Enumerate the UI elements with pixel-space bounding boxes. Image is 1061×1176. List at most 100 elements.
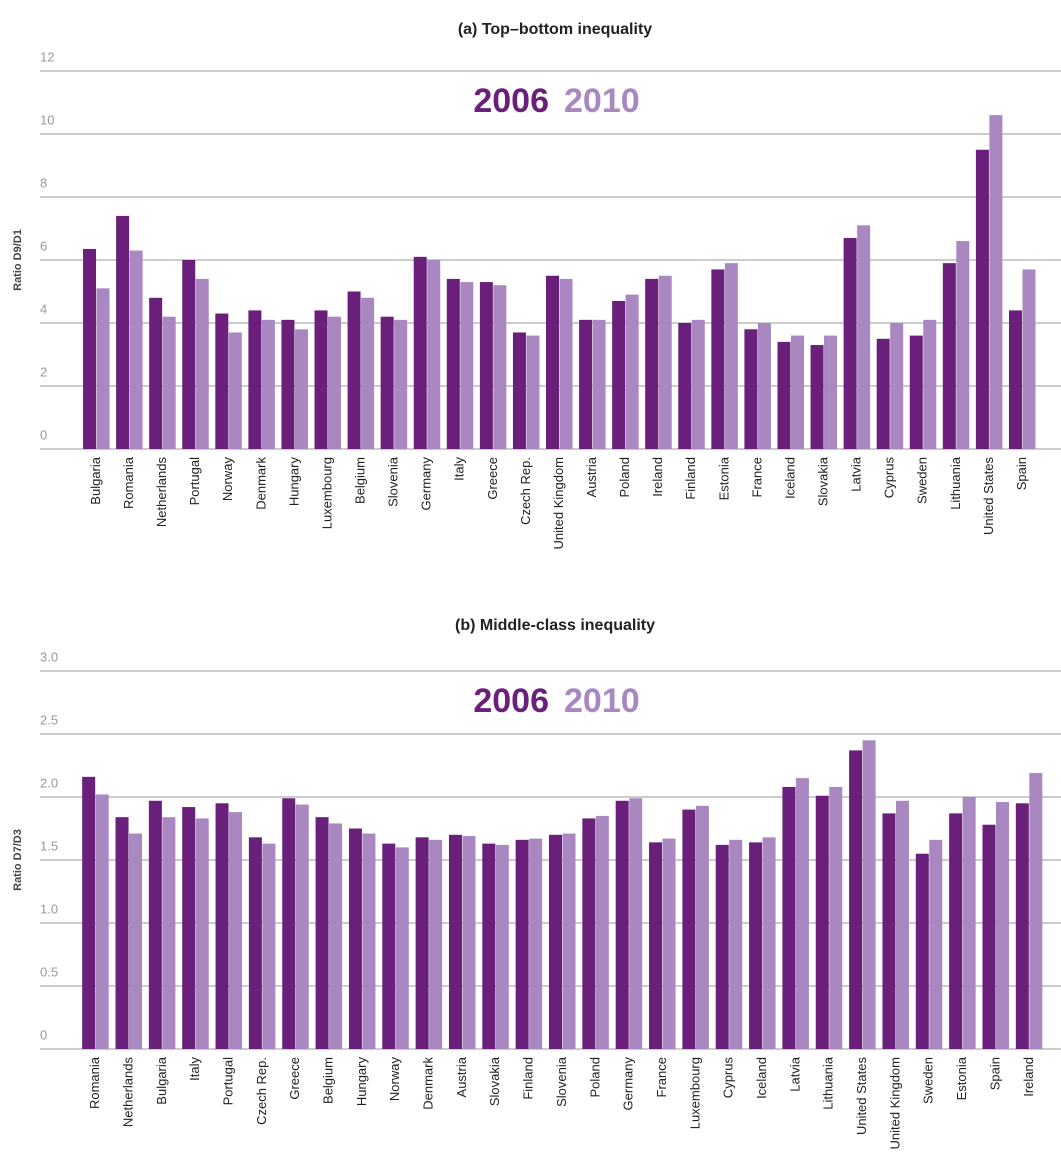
bar xyxy=(295,804,309,1049)
y-tick-label: 4 xyxy=(40,301,47,316)
x-tick-label: Ireland xyxy=(1021,1057,1036,1097)
bar xyxy=(843,237,857,449)
bar xyxy=(824,335,838,449)
bar xyxy=(526,335,540,449)
bar xyxy=(148,800,162,1049)
bar xyxy=(116,215,130,449)
bar xyxy=(382,843,396,1049)
bar xyxy=(195,278,209,449)
x-tick-label: Hungary xyxy=(286,457,301,507)
y-tick-label: 1.0 xyxy=(40,901,58,916)
bar xyxy=(929,839,943,1049)
bar xyxy=(229,812,243,1049)
y-tick-label: 0 xyxy=(40,1027,47,1042)
bar xyxy=(446,278,460,449)
bar xyxy=(757,323,771,449)
bar xyxy=(876,338,890,449)
bar xyxy=(777,341,791,449)
bar xyxy=(129,833,143,1049)
x-tick-label: Cyprus xyxy=(882,457,897,499)
x-tick-label: Denmark xyxy=(253,457,268,510)
bar xyxy=(195,818,209,1049)
bar xyxy=(549,834,562,1049)
bar xyxy=(862,740,876,1049)
x-tick-label: Estonia xyxy=(954,1056,969,1100)
x-tick-label: Norway xyxy=(387,1057,402,1102)
y-tick-label: 1.5 xyxy=(40,838,58,853)
x-tick-label: Czech Rep. xyxy=(254,1057,269,1125)
x-tick-label: United States xyxy=(981,457,996,536)
x-tick-label: Finland xyxy=(683,457,698,500)
bar xyxy=(956,241,970,449)
bar xyxy=(162,316,176,449)
legend-entry: 2006 xyxy=(473,682,549,720)
bar xyxy=(448,834,462,1049)
x-tick-label: Netherlands xyxy=(120,1057,135,1128)
bar xyxy=(923,319,937,449)
y-tick-label: 2 xyxy=(40,364,47,379)
bar xyxy=(782,786,796,1049)
x-tick-label: Czech Rep. xyxy=(518,457,533,525)
chart-title: (a) Top–bottom inequality xyxy=(458,21,652,38)
bar xyxy=(162,817,176,1049)
y-axis-label: Ratio D7/D3 xyxy=(12,829,24,891)
bar xyxy=(462,836,476,1049)
bar xyxy=(649,842,663,1049)
x-tick-label: Netherlands xyxy=(154,457,169,528)
x-tick-label: Hungary xyxy=(354,1057,369,1107)
x-tick-label: Denmark xyxy=(421,1057,436,1110)
bar xyxy=(479,282,493,449)
bar xyxy=(975,149,989,449)
x-tick-label: Germany xyxy=(419,457,434,511)
bar xyxy=(658,275,672,449)
bar xyxy=(1022,269,1036,449)
x-tick-label: France xyxy=(749,457,764,497)
bar xyxy=(629,798,643,1049)
x-tick-label: Poland xyxy=(617,457,632,497)
bar xyxy=(281,319,295,449)
x-tick-label: Slovenia xyxy=(554,1056,569,1107)
bar xyxy=(182,807,196,1049)
bar xyxy=(529,838,543,1049)
y-tick-label: 12 xyxy=(40,49,54,64)
x-tick-label: Italy xyxy=(452,457,467,481)
x-tick-label: Austria xyxy=(454,1056,469,1097)
bar xyxy=(691,319,705,449)
bar xyxy=(729,839,743,1049)
x-tick-label: United States xyxy=(854,1057,869,1136)
x-tick-label: Sweden xyxy=(915,457,930,504)
bar xyxy=(415,837,429,1049)
y-tick-label: 8 xyxy=(40,175,47,190)
x-tick-label: Norway xyxy=(220,457,235,502)
bar xyxy=(95,794,109,1049)
x-tick-label: France xyxy=(654,1057,669,1097)
x-tick-label: Sweden xyxy=(921,1057,936,1104)
y-tick-label: 3.0 xyxy=(40,649,58,664)
bar xyxy=(592,319,606,449)
x-tick-label: United Kingdom xyxy=(551,457,566,550)
x-tick-label: Slovakia xyxy=(815,456,830,506)
bar xyxy=(347,291,361,449)
x-tick-label: Latvia xyxy=(787,1056,802,1091)
bar xyxy=(515,839,529,1049)
bar xyxy=(482,843,496,1049)
bar xyxy=(795,778,809,1049)
bar xyxy=(582,818,596,1049)
bar xyxy=(380,316,394,449)
bar xyxy=(546,275,559,449)
bar xyxy=(744,329,758,449)
bar xyxy=(711,269,725,449)
bar xyxy=(83,248,97,449)
bar xyxy=(248,310,262,449)
bar xyxy=(995,802,1009,1049)
x-tick-label: Germany xyxy=(621,1057,636,1111)
bar xyxy=(348,828,362,1049)
x-tick-label: Estonia xyxy=(716,456,731,500)
x-tick-label: Belgium xyxy=(321,1057,336,1104)
y-tick-label: 0 xyxy=(40,427,47,442)
bar xyxy=(559,278,573,449)
bar xyxy=(512,332,526,449)
y-tick-label: 10 xyxy=(40,112,54,127)
x-tick-label: Iceland xyxy=(782,457,797,499)
bar xyxy=(615,800,629,1049)
